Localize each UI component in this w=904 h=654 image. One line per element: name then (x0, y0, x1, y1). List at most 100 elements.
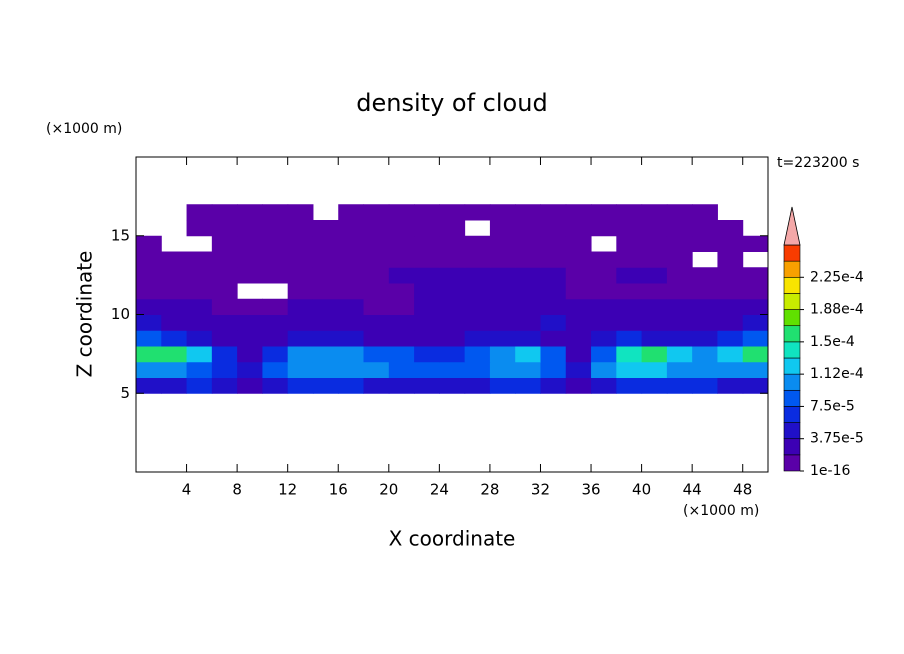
cell (262, 314, 289, 331)
cell (616, 204, 643, 221)
cell (262, 220, 289, 237)
cell (312, 361, 339, 378)
cell (692, 298, 718, 315)
cell (186, 283, 213, 300)
cell (363, 235, 390, 252)
cell (388, 235, 415, 252)
cell (591, 361, 617, 378)
cell (136, 330, 162, 347)
cell (540, 283, 567, 300)
cell (338, 377, 365, 394)
cell (489, 220, 516, 237)
x-axis-label: X coordinate (389, 527, 516, 551)
cell (692, 204, 718, 221)
cell (641, 377, 668, 394)
colorbar-tick-label: 1.5e-4 (810, 334, 855, 350)
cell (186, 267, 213, 284)
cell (186, 251, 213, 268)
cell (616, 346, 643, 363)
colorbar-band (783, 454, 801, 472)
cell (388, 298, 415, 315)
cell (515, 204, 541, 221)
cell (565, 298, 592, 315)
cell (692, 361, 718, 378)
cell (363, 377, 390, 394)
cell (464, 251, 491, 268)
cell (287, 235, 314, 252)
cell (666, 220, 693, 237)
cell (388, 220, 415, 237)
cell (237, 298, 263, 315)
cell (439, 204, 466, 221)
cell (540, 204, 567, 221)
chart-title: density of cloud (356, 89, 547, 117)
cell (136, 251, 162, 268)
cell (414, 377, 440, 394)
cell (464, 298, 491, 315)
cell (262, 298, 289, 315)
cell (237, 235, 263, 252)
cell (439, 377, 466, 394)
cell (338, 361, 365, 378)
cell (666, 283, 693, 300)
cell (515, 330, 541, 347)
x-tick-label: 12 (278, 481, 297, 499)
cell (515, 361, 541, 378)
cell (692, 235, 718, 252)
cell (388, 267, 415, 284)
cell (312, 298, 339, 315)
cell (515, 314, 541, 331)
cell (338, 267, 365, 284)
colorbar-band (783, 357, 801, 375)
cell (591, 220, 617, 237)
cell (616, 377, 643, 394)
y-tick-label: 5 (120, 384, 130, 402)
time-annotation: t=223200 s (777, 155, 859, 171)
cell (414, 267, 440, 284)
cell (439, 298, 466, 315)
cell (287, 251, 314, 268)
field (136, 204, 769, 394)
y-tick-label: 10 (111, 305, 130, 323)
cell (262, 361, 289, 378)
cell (287, 283, 314, 300)
cell (312, 314, 339, 331)
cell (161, 251, 188, 268)
cell (742, 267, 769, 284)
cell (742, 314, 769, 331)
cell (186, 361, 213, 378)
cell (464, 267, 491, 284)
x-tick-label: 48 (733, 481, 752, 499)
cell (565, 267, 592, 284)
x-tick-label: 16 (329, 481, 348, 499)
cell (439, 251, 466, 268)
cell (312, 283, 339, 300)
cell (489, 204, 516, 221)
cell (161, 314, 188, 331)
cell (363, 346, 390, 363)
x-tick-label: 8 (232, 481, 242, 499)
cell (211, 235, 238, 252)
cell (237, 330, 263, 347)
colorbar-band (783, 260, 801, 278)
cell (312, 220, 339, 237)
cell (515, 283, 541, 300)
cell (616, 220, 643, 237)
cell (464, 377, 491, 394)
cell (742, 298, 769, 315)
cell (287, 314, 314, 331)
cell (186, 204, 213, 221)
cell (591, 204, 617, 221)
cell (363, 283, 390, 300)
colorbar-band (783, 438, 801, 456)
cell (666, 314, 693, 331)
cell (717, 251, 744, 268)
cell (616, 251, 643, 268)
x-tick-label: 28 (480, 481, 499, 499)
cell (338, 330, 365, 347)
cell (312, 267, 339, 284)
x-tick-label: 24 (430, 481, 449, 499)
cell (742, 377, 769, 394)
cell (211, 346, 238, 363)
